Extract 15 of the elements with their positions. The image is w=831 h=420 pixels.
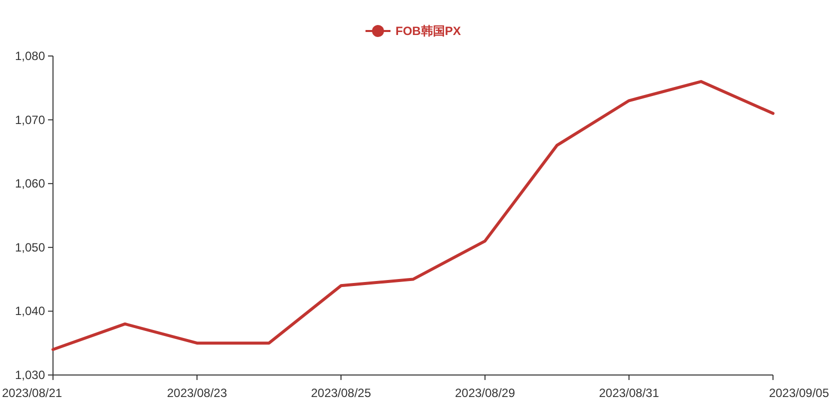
x-tick-label: 2023/08/31 [598,386,660,400]
y-tick-label: 1,040 [14,304,46,318]
x-tick-label: 2023/08/23 [166,386,228,400]
x-tick-label: 2023/08/29 [454,386,516,400]
y-tick-label: 1,060 [14,176,46,191]
legend-label: FOB韩国PX [396,24,461,38]
x-tick-label: 2023/08/21 [2,386,62,400]
y-tick-label: 1,050 [14,240,46,254]
y-tick-label: 1,030 [14,368,46,382]
y-tick-label: 1,080 [14,49,46,63]
y-tick-label: 1,070 [14,112,46,127]
x-tick-label: 2023/08/25 [310,386,372,400]
x-tick-label: 2023/09/05 [768,386,830,400]
legend: FOB韩国PX [366,24,461,38]
line-series [52,80,774,351]
